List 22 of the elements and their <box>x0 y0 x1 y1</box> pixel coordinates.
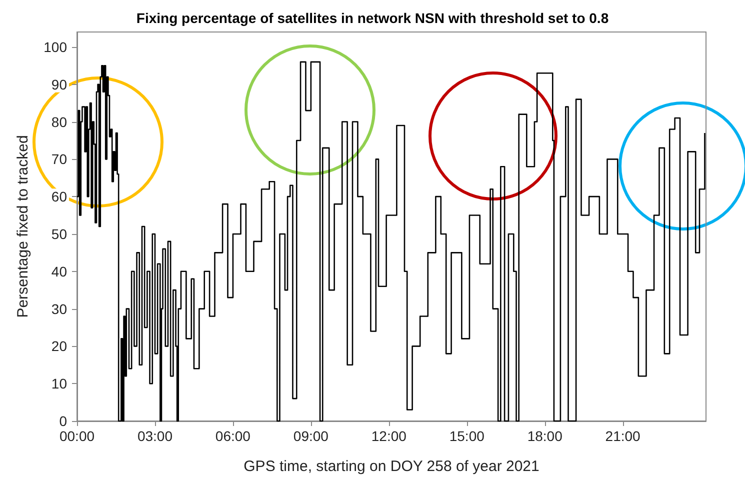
y-tick-label: 40 <box>51 263 68 280</box>
x-tick-label: 18:00 <box>527 428 563 444</box>
chart-title: Fixing percentage of satellites in network NSN with threshold set to 0.8 <box>136 10 609 26</box>
x-tick-label: 00:00 <box>59 428 95 444</box>
y-axis-title: Persentage fixed to tracked <box>14 135 32 318</box>
x-tick-label: 06:00 <box>215 428 251 444</box>
y-tick-label: 30 <box>51 300 68 317</box>
y-tick-label: 70 <box>51 151 68 168</box>
y-tick-label: 10 <box>51 376 68 392</box>
y-tick-label: 20 <box>51 338 68 354</box>
y-tick-label: 50 <box>51 226 68 242</box>
x-tick-label: 03:00 <box>137 428 173 444</box>
y-tick-label: 100 <box>44 38 68 55</box>
y-tick-label: 80 <box>51 114 68 130</box>
y-tick-label: 0 <box>59 413 68 429</box>
x-tick-label: 12:00 <box>371 428 407 444</box>
x-tick-label: 15:00 <box>449 428 485 444</box>
y-tick-label: 90 <box>51 76 68 92</box>
y-tick-label: 60 <box>51 188 68 205</box>
x-tick-label: 09:00 <box>293 428 329 444</box>
x-axis-title: GPS time, starting on DOY 258 of year 2021 <box>244 458 540 475</box>
x-tick-label: 21:00 <box>605 428 641 444</box>
